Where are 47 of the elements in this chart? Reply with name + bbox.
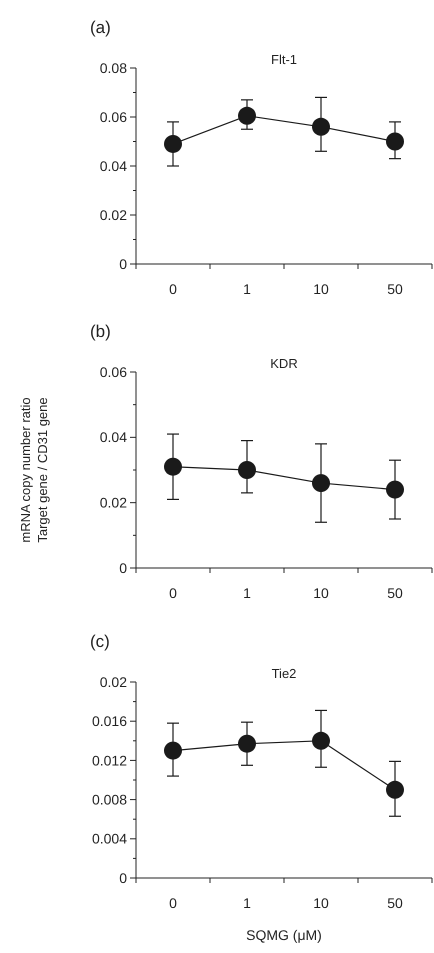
y-tick-label: 0.02 (100, 494, 128, 511)
point (386, 480, 404, 499)
x-tick-label: 50 (387, 585, 403, 601)
chart-title: KDR (270, 356, 298, 371)
x-tick-label: 0 (169, 281, 178, 297)
y-tick-label: 0.04 (100, 158, 128, 174)
point (238, 734, 256, 753)
x-tick-label: 10 (313, 585, 329, 601)
text: (b) (90, 322, 111, 341)
point (164, 134, 182, 153)
y-tick-label: 0.02 (100, 206, 128, 223)
y-axis-title: mRNA copy number ratio Target gene / CD31 gene (18, 397, 50, 543)
text: (c) (90, 632, 110, 651)
y-tick-label: 0 (119, 560, 128, 576)
x-tick-label: 1 (243, 585, 252, 601)
y-tick-label: 0.08 (100, 60, 128, 76)
y-tick-label: 0.012 (92, 752, 128, 768)
point (312, 118, 330, 136)
y-tick-label: 0.06 (100, 364, 128, 380)
x-tick-label: 50 (387, 281, 403, 297)
x-tick-label: 1 (243, 895, 252, 911)
x-axis-title: SQMG (μM) (246, 927, 322, 943)
x-tick-label: 10 (313, 895, 329, 911)
chart-title: Tie2 (272, 666, 296, 681)
text: (a) (90, 18, 111, 37)
y-tick-label: 0 (119, 256, 128, 272)
y-tick-label: 0.008 (92, 792, 128, 808)
x-tick-label: 50 (387, 895, 403, 911)
point (386, 780, 404, 799)
point (312, 474, 330, 492)
point (164, 742, 182, 760)
point (164, 458, 182, 476)
y-tick-label: 0.02 (100, 674, 128, 690)
chart-title: Flt-1 (271, 52, 297, 67)
y-tick-label: 0.06 (100, 108, 128, 125)
y-tick-label: 0.016 (92, 713, 128, 730)
point (238, 461, 256, 479)
point (312, 732, 330, 750)
y-tick-label: 0.004 (92, 830, 128, 847)
y-tick-label: 0.04 (100, 429, 128, 446)
y-tick-label: 0 (119, 870, 128, 886)
x-tick-label: 1 (243, 281, 252, 297)
x-tick-label: 0 (169, 585, 178, 601)
point (386, 132, 404, 150)
x-tick-label: 10 (313, 281, 329, 297)
x-tick-label: 0 (169, 895, 178, 911)
point (238, 106, 256, 125)
